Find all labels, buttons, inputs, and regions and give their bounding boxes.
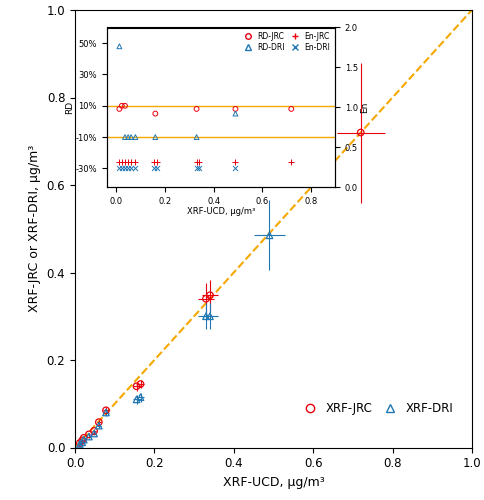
- Point: [231, 164, 239, 172]
- Point: [193, 164, 200, 172]
- Point: [136, 380, 144, 388]
- Point: [118, 164, 126, 172]
- Point: [151, 133, 159, 141]
- Point: [132, 158, 139, 166]
- Point: [121, 102, 129, 110]
- Y-axis label: XRF-JRC or XRF-DRI, μg/m³: XRF-JRC or XRF-DRI, μg/m³: [28, 145, 41, 312]
- Point: [132, 164, 139, 172]
- Point: [287, 105, 295, 113]
- Legend: XRF-JRC, XRF-DRI: XRF-JRC, XRF-DRI: [294, 398, 458, 419]
- Point: [124, 164, 132, 172]
- Point: [357, 128, 364, 136]
- Point: [124, 133, 132, 141]
- Point: [78, 436, 86, 444]
- Point: [95, 418, 103, 426]
- Point: [133, 396, 140, 404]
- Point: [195, 164, 203, 172]
- Point: [152, 158, 160, 166]
- Point: [127, 164, 135, 172]
- Legend: RD-JRC, RD-DRI, En-JRC, En-DRI: RD-JRC, RD-DRI, En-JRC, En-DRI: [240, 32, 331, 52]
- Point: [121, 133, 129, 141]
- Point: [116, 105, 123, 113]
- Point: [118, 102, 126, 110]
- Point: [76, 439, 84, 447]
- X-axis label: XRF-UCD, μg/m³: XRF-UCD, μg/m³: [223, 476, 324, 489]
- Point: [231, 158, 239, 166]
- Point: [121, 164, 129, 172]
- Point: [90, 430, 98, 438]
- Point: [90, 427, 98, 435]
- Point: [193, 133, 200, 141]
- Point: [116, 42, 123, 50]
- Point: [195, 158, 203, 166]
- Point: [231, 105, 239, 113]
- Point: [202, 294, 210, 302]
- Point: [127, 158, 135, 166]
- Point: [193, 158, 200, 166]
- Point: [152, 164, 160, 172]
- Point: [287, 158, 295, 166]
- Point: [116, 158, 123, 166]
- Point: [136, 393, 144, 401]
- Point: [132, 133, 139, 141]
- Point: [76, 440, 84, 448]
- Point: [206, 291, 214, 299]
- Point: [118, 158, 126, 166]
- Point: [133, 382, 140, 390]
- Point: [231, 110, 239, 118]
- X-axis label: XRF-UCD, μg/m³: XRF-UCD, μg/m³: [187, 208, 255, 216]
- Point: [127, 133, 135, 141]
- Point: [102, 408, 110, 416]
- Point: [266, 232, 273, 239]
- Point: [80, 436, 88, 444]
- Point: [150, 164, 158, 172]
- Point: [95, 422, 103, 430]
- Point: [151, 110, 159, 118]
- Y-axis label: En: En: [361, 102, 370, 113]
- Point: [80, 434, 88, 442]
- Point: [206, 312, 214, 320]
- Point: [193, 105, 200, 113]
- Point: [102, 406, 110, 414]
- Point: [124, 158, 132, 166]
- Point: [150, 158, 158, 166]
- Point: [78, 438, 86, 446]
- Y-axis label: RD: RD: [65, 101, 74, 114]
- Point: [202, 312, 210, 320]
- Point: [121, 158, 129, 166]
- Point: [116, 164, 123, 172]
- Point: [85, 430, 93, 438]
- Point: [85, 432, 93, 440]
